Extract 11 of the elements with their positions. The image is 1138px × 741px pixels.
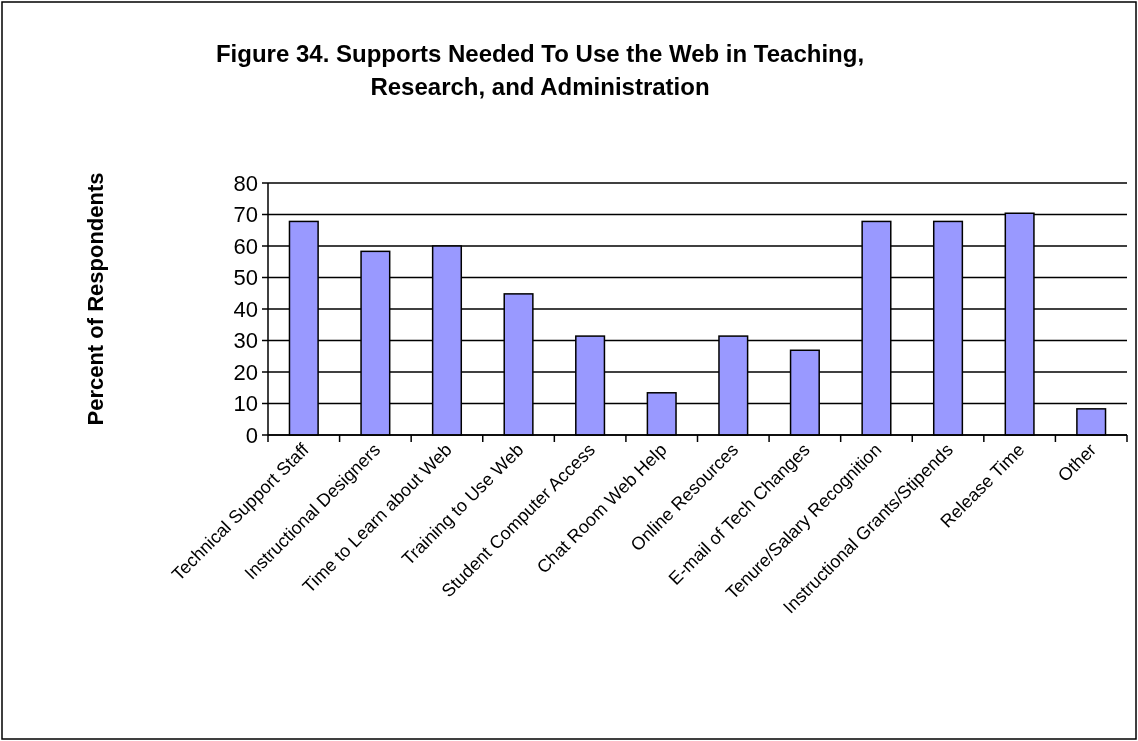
y-tick-label: 40 [233, 296, 258, 322]
y-tick-label: 30 [233, 328, 258, 354]
y-tick-label: 70 [233, 202, 258, 228]
y-axis-title: Percent of Respondents [83, 172, 108, 426]
chart-title: Figure 34. Supports Needed To Use the Web in Teaching, Research, and Administration [215, 40, 865, 100]
y-tick-label: 10 [233, 391, 258, 417]
y-tick-label: 50 [233, 265, 258, 291]
y-tick-label: 20 [233, 359, 258, 385]
y-tick-label: 80 [233, 170, 258, 196]
y-tick-label: 0 [245, 422, 258, 448]
y-tick-label: 60 [233, 233, 258, 259]
